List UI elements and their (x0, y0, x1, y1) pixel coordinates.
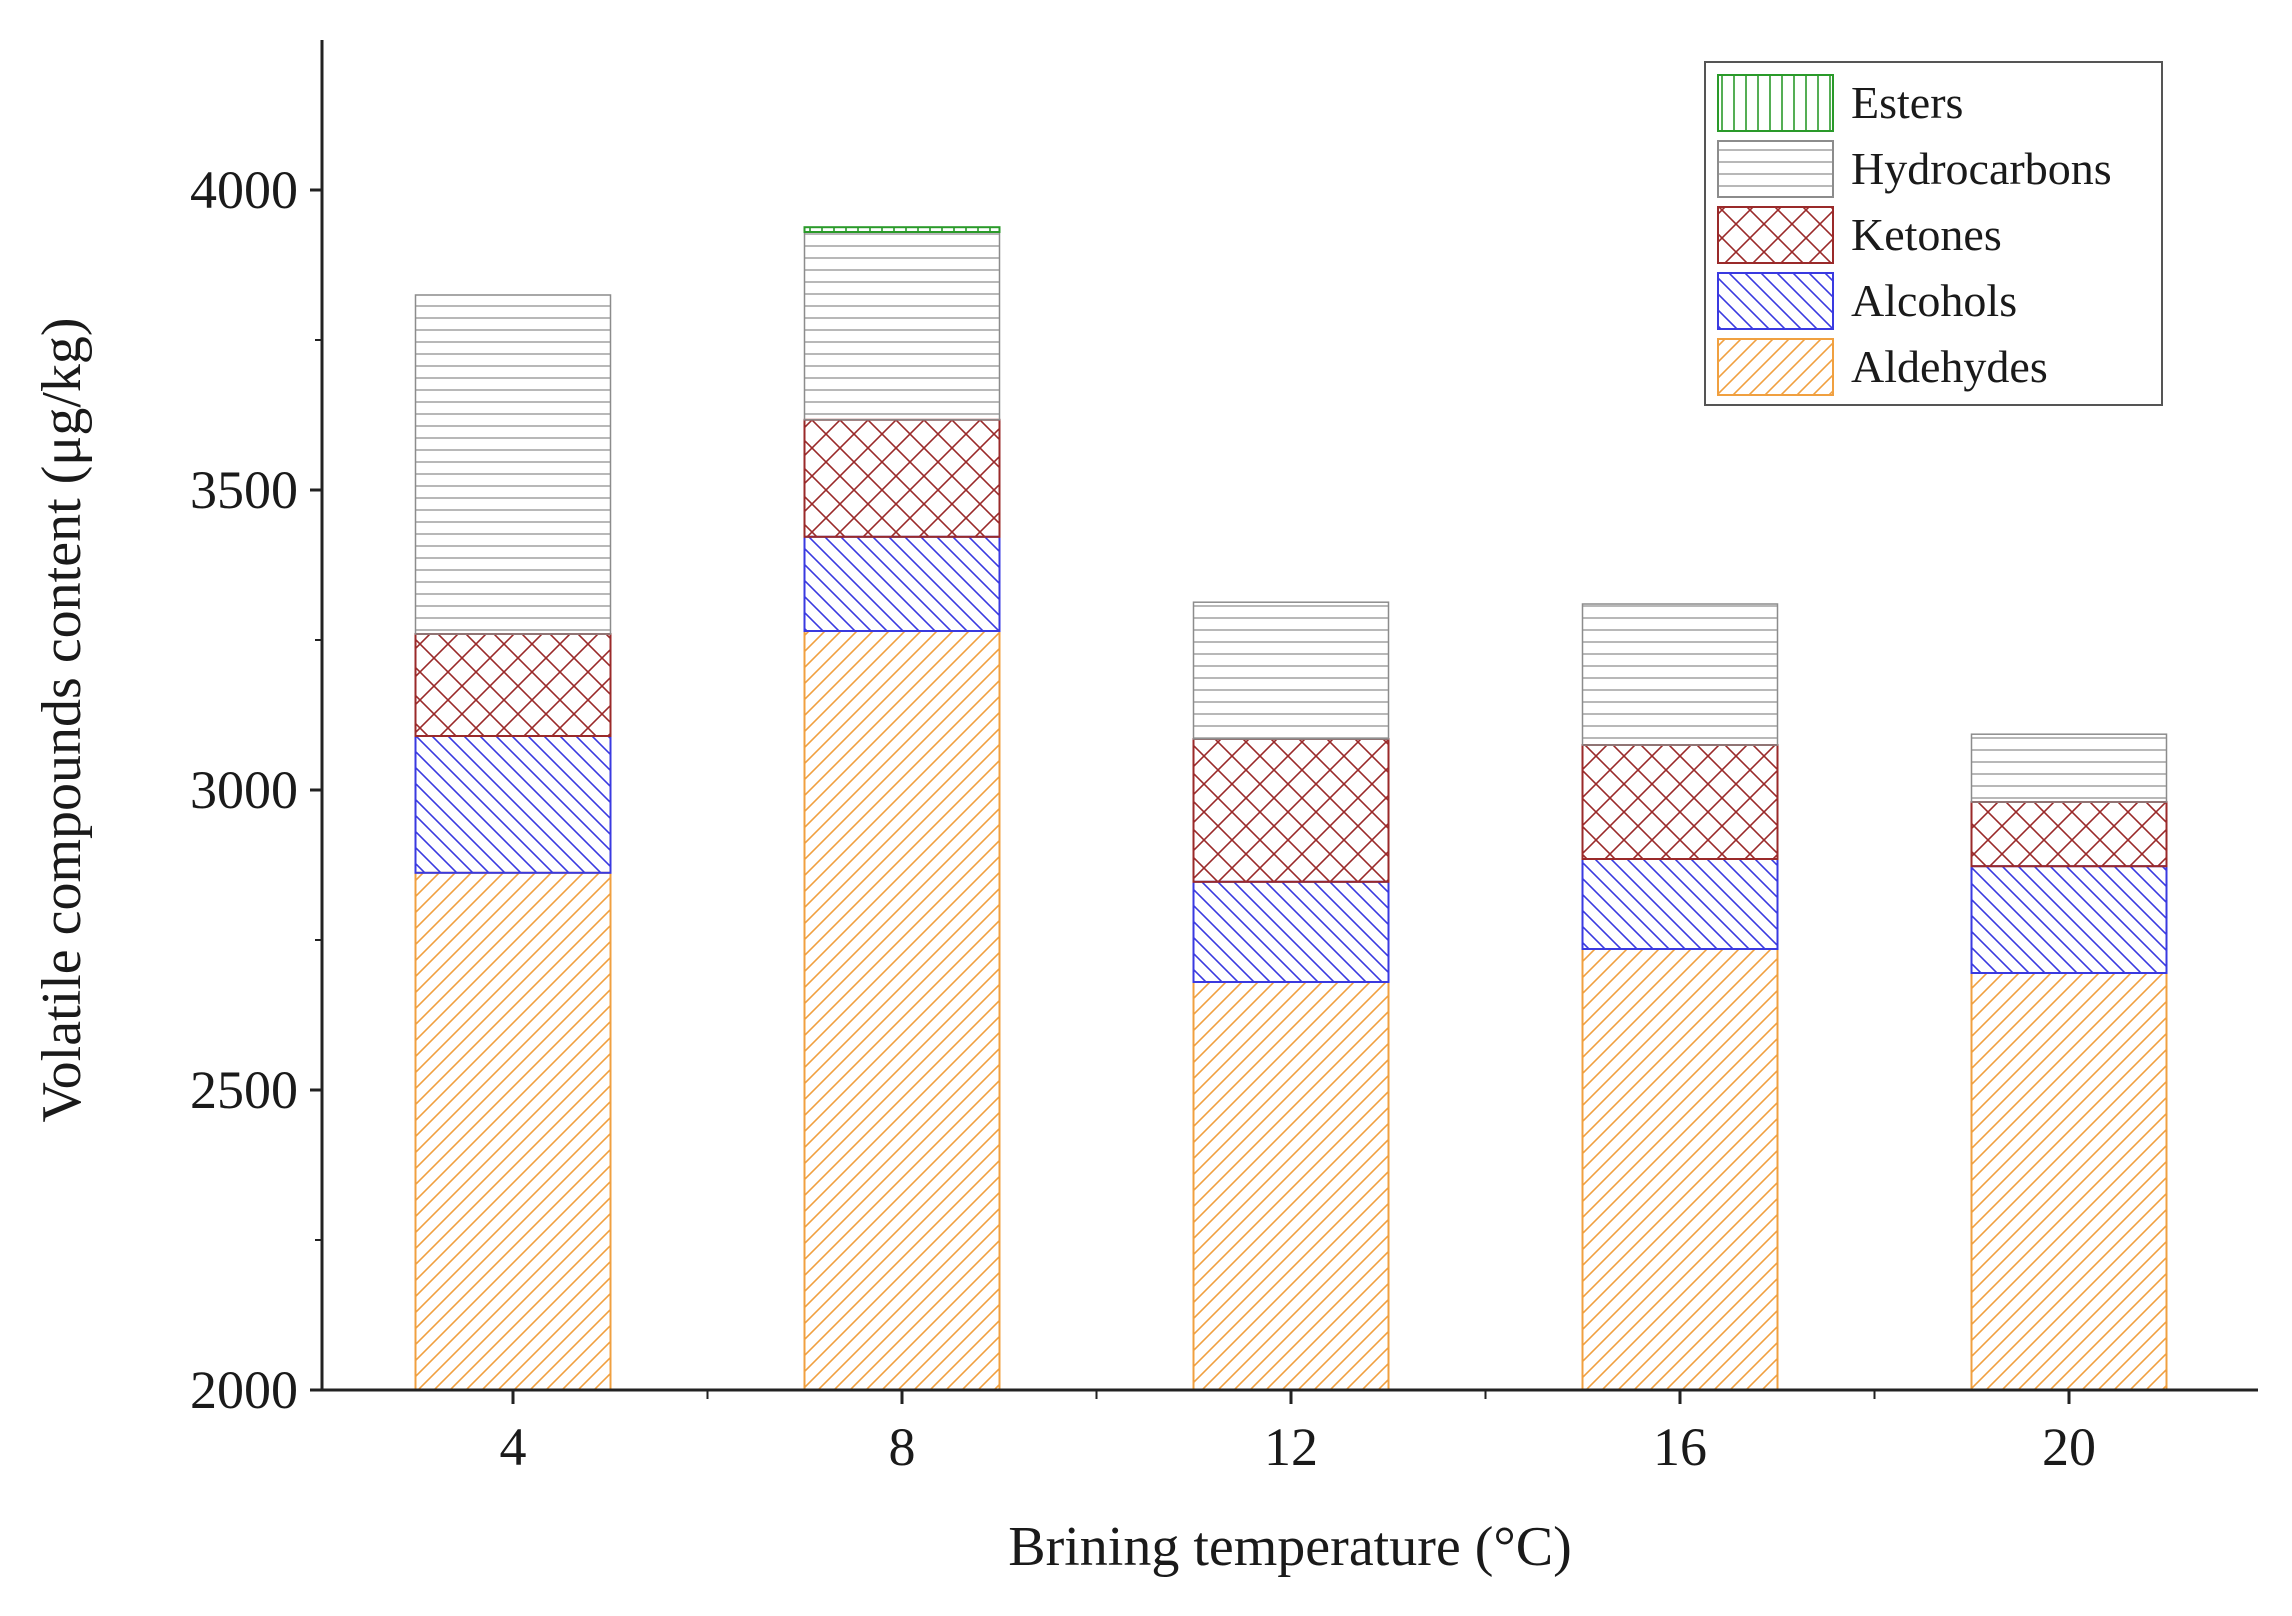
legend-swatch-aldehydes (1717, 338, 1834, 396)
legend-swatch-ketones (1717, 206, 1834, 264)
bar-hydrocarbons-4 (414, 294, 612, 635)
legend-swatch-esters (1717, 74, 1834, 132)
bar-ketones-4 (414, 633, 612, 737)
bar-hydrocarbons-12 (1192, 601, 1390, 740)
y-tick-label: 3500 (190, 460, 298, 520)
bar-esters-8 (803, 226, 1001, 233)
bar-ketones-8 (803, 418, 1001, 538)
x-axis-title: Brining temperature (°C) (1008, 1516, 1572, 1578)
x-tick-label: 16 (1653, 1417, 1707, 1477)
legend: Esters Hydrocarbons Ketones Alcohols Aldehyd… (1704, 61, 2163, 406)
y-tick-label: 3000 (190, 760, 298, 820)
bars-layer (414, 226, 2168, 1391)
bar-ketones-20 (1970, 801, 2168, 868)
legend-label-ketones: Ketones (1851, 209, 2002, 260)
legend-swatch-hydrocarbons (1717, 140, 1834, 198)
y-tick-label: 4000 (190, 160, 298, 220)
x-tick-label: 12 (1264, 1417, 1318, 1477)
x-tick-label: 20 (2042, 1417, 2096, 1477)
legend-swatch-alcohols (1717, 272, 1834, 330)
bar-hydrocarbons-20 (1970, 733, 2168, 803)
legend-label-aldehydes: Aldehydes (1851, 341, 2048, 392)
x-tick-label: 8 (889, 1417, 916, 1477)
bar-ketones-12 (1192, 738, 1390, 883)
x-tick-label: 4 (500, 1417, 527, 1477)
bar-alcohols-4 (414, 735, 612, 874)
bar-aldehydes-4 (414, 871, 612, 1391)
bar-hydrocarbons-16 (1581, 603, 1779, 746)
y-axis-title: Volatile compounds content (μg/kg) (31, 317, 93, 1122)
bar-aldehydes-16 (1581, 948, 1779, 1391)
bar-ketones-16 (1581, 744, 1779, 860)
legend-label-esters: Esters (1851, 77, 1963, 128)
legend-label-hydrocarbons: Hydrocarbons (1851, 143, 2112, 194)
bar-aldehydes-8 (803, 630, 1001, 1391)
bar-aldehydes-12 (1192, 981, 1390, 1391)
bar-alcohols-16 (1581, 858, 1779, 950)
legend-label-alcohols: Alcohols (1851, 275, 2017, 326)
x-ticks: 4 8 12 16 20 (500, 1390, 2096, 1477)
bar-aldehydes-20 (1970, 972, 2168, 1391)
y-tick-label: 2000 (190, 1360, 298, 1420)
y-ticks: 2000 2500 3000 3500 4000 (190, 160, 322, 1420)
bar-hydrocarbons-8 (803, 231, 1001, 421)
bar-alcohols-8 (803, 535, 1001, 632)
bar-alcohols-20 (1970, 865, 2168, 975)
y-tick-label: 2500 (190, 1060, 298, 1120)
bar-alcohols-12 (1192, 880, 1390, 983)
